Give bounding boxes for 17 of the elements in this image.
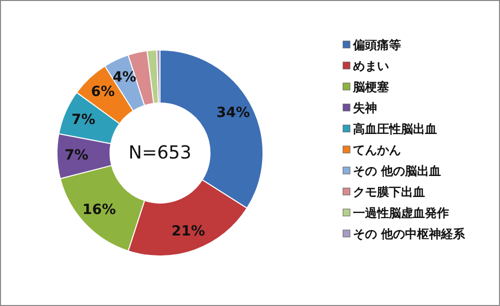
legend-label: クモ膜下出血: [353, 185, 425, 199]
legend-label: その 他の中枢神経系: [353, 227, 466, 241]
legend-label: 偏頭痛等: [352, 38, 401, 52]
data-label: 34%: [216, 104, 250, 121]
data-label: 16%: [82, 202, 116, 218]
legend-label: めまい: [353, 59, 389, 73]
legend-label: 脳梗塞: [352, 80, 389, 94]
text: N=653: [128, 142, 192, 164]
legend-label: 一過性脳虚血発作: [353, 206, 449, 220]
data-label: 7%: [64, 148, 88, 164]
data-label: 21%: [172, 224, 206, 240]
data-label: 6%: [90, 84, 115, 100]
legend-label: その 他の脳出血: [353, 164, 442, 178]
legend-label: 高血圧性脳出血: [353, 122, 437, 136]
legend-label: てんかん: [353, 143, 401, 157]
data-label: 7%: [71, 112, 96, 128]
legend-label: 失神: [353, 101, 377, 115]
